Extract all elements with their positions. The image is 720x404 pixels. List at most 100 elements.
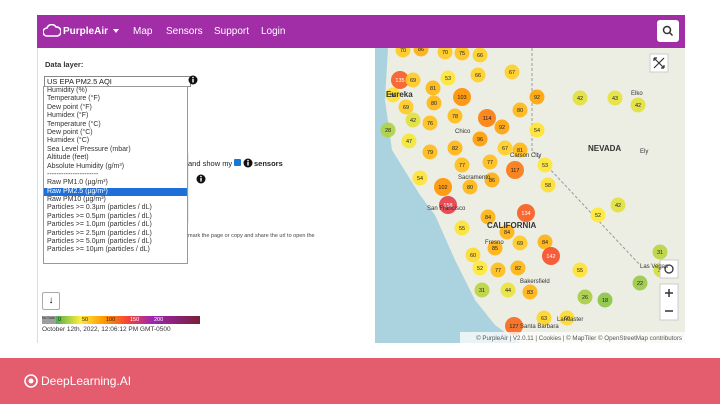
sensor-marker[interactable] <box>505 317 523 335</box>
sensor-marker[interactable] <box>537 157 553 173</box>
sensor-marker[interactable] <box>482 154 498 170</box>
sensor-marker[interactable] <box>632 275 648 291</box>
sensor-marker[interactable] <box>425 80 441 96</box>
sensor-marker[interactable] <box>447 140 463 156</box>
sensor-marker[interactable] <box>470 67 486 83</box>
sensor-marker[interactable] <box>504 64 520 80</box>
sensor-marker[interactable] <box>542 247 560 265</box>
option[interactable]: Particles >= 2.5µm (particles / dL) <box>47 229 152 237</box>
sensor-marker[interactable] <box>522 284 538 300</box>
option[interactable]: Particles >= 1.0µm (particles / dL) <box>47 221 152 229</box>
sensor-marker[interactable] <box>630 97 646 113</box>
nav-item[interactable]: Map <box>133 26 153 37</box>
zoom-control[interactable] <box>659 283 679 321</box>
sensor-marker[interactable] <box>413 48 429 57</box>
sensor-marker[interactable] <box>472 260 488 276</box>
sensor-marker[interactable] <box>405 72 421 88</box>
locate-button[interactable] <box>659 259 679 279</box>
sensor-marker[interactable] <box>401 133 417 149</box>
sensor-marker[interactable] <box>484 172 500 188</box>
option[interactable]: Particles >= 5.0µm (particles / dL) <box>47 238 152 246</box>
option[interactable]: Dew point (°F) <box>47 103 92 111</box>
sensor-marker[interactable] <box>380 122 396 138</box>
option[interactable]: Temperature (°C) <box>47 120 101 128</box>
option[interactable]: Particles >= 10µm (particles / dL) <box>47 246 150 254</box>
sensor-marker[interactable] <box>454 220 470 236</box>
sensor-marker[interactable] <box>559 310 575 326</box>
sensor-marker[interactable] <box>487 240 503 256</box>
sensor-marker[interactable] <box>478 109 496 127</box>
sensor-marker[interactable] <box>454 157 470 173</box>
sensor-marker[interactable] <box>405 112 421 128</box>
sensor-marker[interactable] <box>572 262 588 278</box>
sensor-marker[interactable] <box>512 102 528 118</box>
option[interactable]: ---------------------- <box>47 170 99 178</box>
caret[interactable] <box>113 29 119 34</box>
nav-item[interactable]: Support <box>214 26 250 37</box>
option[interactable]: Particles >= 0.3µm (particles / dL) <box>47 204 152 212</box>
sensor-marker[interactable] <box>422 144 438 160</box>
nav-item[interactable]: Login <box>261 26 286 37</box>
info-icon[interactable] <box>243 158 253 168</box>
sensor-marker[interactable] <box>517 204 535 222</box>
sensor-marker[interactable] <box>506 161 524 179</box>
sensor-marker[interactable] <box>494 119 510 135</box>
option[interactable]: Humidex (°F) <box>47 112 89 120</box>
sensor-marker[interactable] <box>440 70 456 86</box>
sensor-marker[interactable] <box>385 87 401 103</box>
sensor-marker[interactable] <box>391 71 409 89</box>
sensor-marker[interactable] <box>510 260 526 276</box>
sensor-marker[interactable] <box>395 48 411 58</box>
option[interactable]: Raw PM1.0 (µg/m³) <box>47 179 108 187</box>
sensor-marker[interactable] <box>497 140 513 156</box>
option[interactable]: Sea Level Pressure (mbar) <box>47 145 131 153</box>
option[interactable]: Particles >= 0.5µm (particles / dL) <box>47 212 152 220</box>
sensor-marker[interactable] <box>426 95 442 111</box>
sensor-marker[interactable] <box>536 310 552 326</box>
sensor-marker[interactable] <box>572 90 588 106</box>
checkbox[interactable] <box>234 159 241 166</box>
sensor-marker[interactable] <box>577 289 593 305</box>
sensor-marker[interactable] <box>610 197 626 213</box>
sensor-marker[interactable] <box>474 282 490 298</box>
sensor-marker[interactable] <box>512 235 528 251</box>
sensor-marker[interactable] <box>412 170 428 186</box>
option[interactable]: Humidex (°C) <box>47 137 90 145</box>
option[interactable]: Raw PM10 (µg/m³) <box>47 196 106 204</box>
sensor-marker[interactable] <box>537 234 553 250</box>
info-icon[interactable] <box>188 75 198 85</box>
sensor-marker[interactable] <box>439 196 457 214</box>
sensor-marker[interactable] <box>540 177 556 193</box>
option[interactable]: Temperature (°F) <box>47 95 100 103</box>
sensor-marker[interactable] <box>437 48 453 60</box>
info-icon[interactable] <box>196 174 206 184</box>
sensor-marker[interactable] <box>462 179 478 195</box>
brand[interactable]: PurpleAir <box>63 26 109 37</box>
sensor-marker[interactable] <box>529 122 545 138</box>
sensor-marker[interactable] <box>500 282 516 298</box>
sensor-marker[interactable] <box>472 131 488 147</box>
sensor-marker[interactable] <box>590 207 606 223</box>
option[interactable]: Altitude (feet) <box>47 154 89 162</box>
search-button[interactable] <box>657 20 679 42</box>
option[interactable]: Absolute Humidity (g/m³) <box>47 162 125 170</box>
sensor-marker[interactable] <box>398 99 414 115</box>
sensor-marker[interactable] <box>472 48 488 63</box>
sensor-marker[interactable] <box>465 247 481 263</box>
sensor-marker[interactable] <box>499 224 515 240</box>
sensor-marker[interactable] <box>453 88 471 106</box>
sensor-marker[interactable] <box>607 90 623 106</box>
sensor-marker[interactable] <box>447 108 463 124</box>
option[interactable]: Dew point (°C) <box>47 128 93 136</box>
option[interactable]: Humidity (%) <box>47 87 88 94</box>
sensor-marker[interactable] <box>480 209 496 225</box>
sensor-marker[interactable] <box>422 115 438 131</box>
sensor-marker[interactable] <box>597 292 613 308</box>
sensor-marker[interactable] <box>490 262 506 278</box>
sensor-marker[interactable] <box>434 178 452 196</box>
option[interactable]: Raw PM2.5 (µg/m³) <box>44 187 187 197</box>
down-button[interactable]: ↓ <box>42 292 60 310</box>
sensor-marker[interactable] <box>652 244 668 260</box>
sensor-marker[interactable] <box>512 142 528 158</box>
sensor-marker[interactable] <box>454 48 470 61</box>
